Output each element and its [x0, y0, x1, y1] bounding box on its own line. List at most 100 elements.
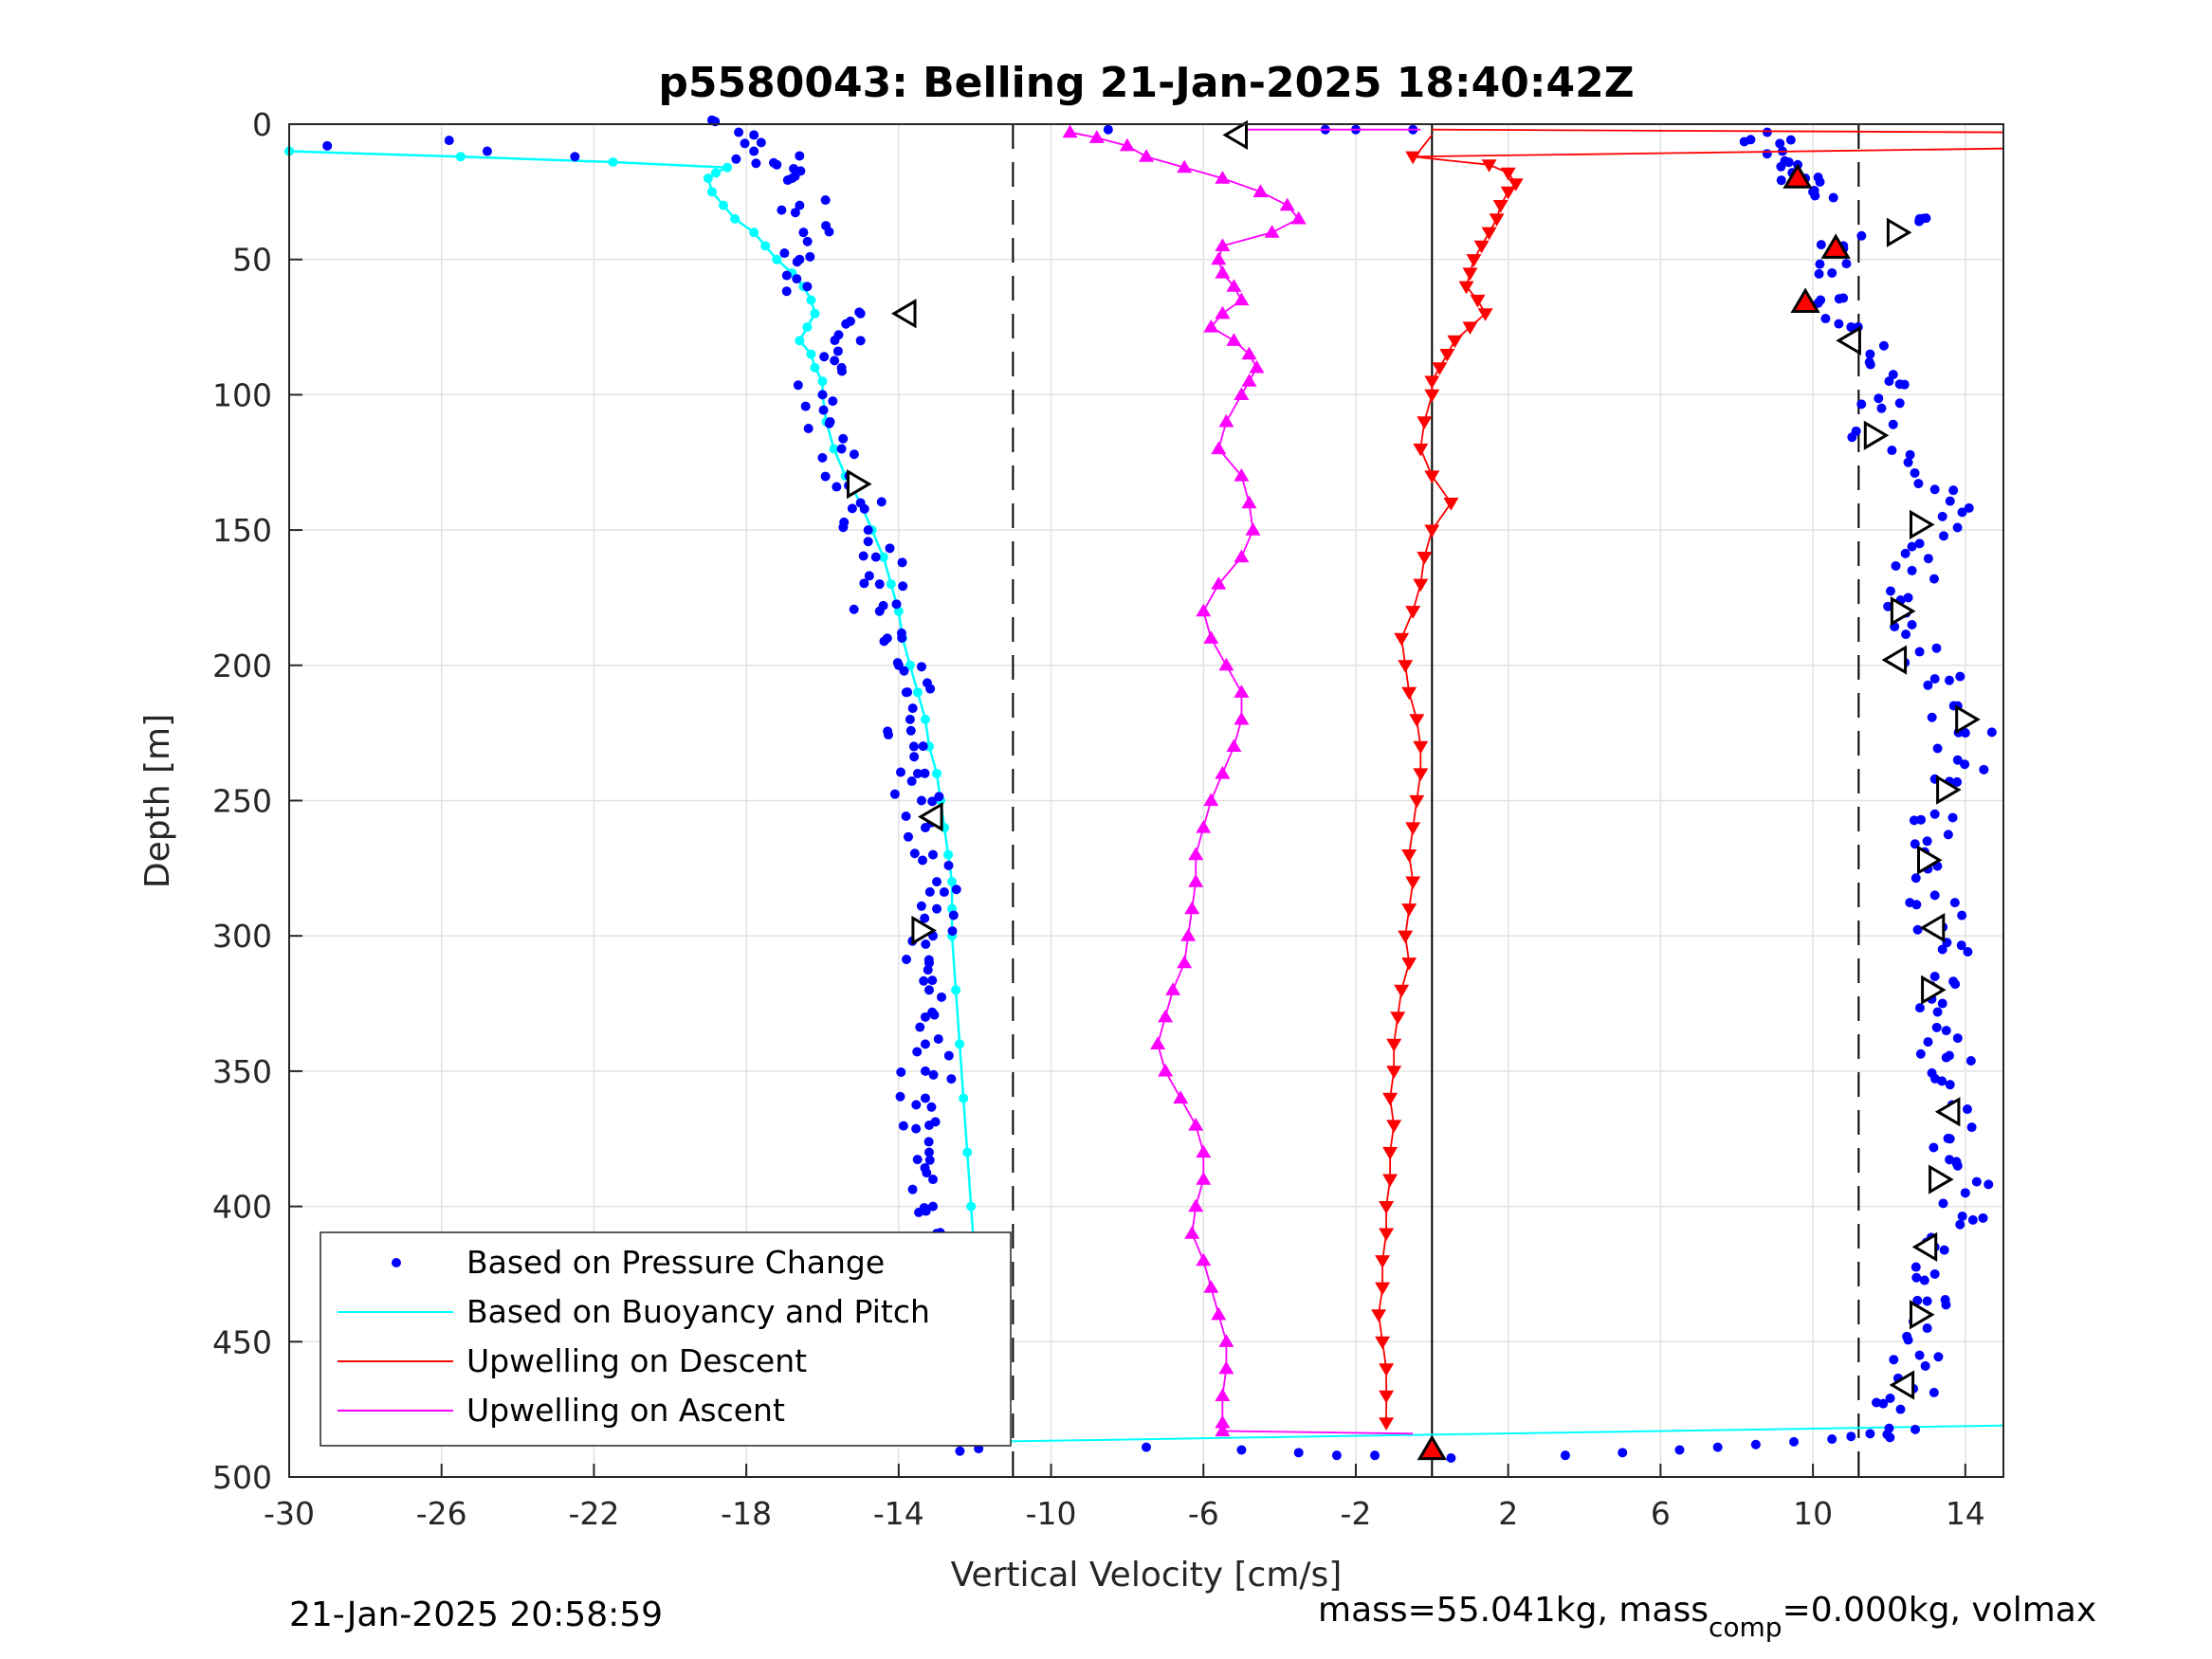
upwelling-ascent-marker	[1196, 1172, 1212, 1185]
pressure-point	[1920, 1360, 1930, 1371]
pressure-point	[1939, 1245, 1949, 1255]
upwelling-descent-marker	[1379, 1390, 1395, 1404]
hollow-triangle-marker	[1921, 975, 1947, 1005]
buoyancy-point	[959, 1093, 969, 1103]
upwelling-descent-marker	[1401, 903, 1417, 917]
pressure-point	[1960, 1188, 1970, 1198]
buoyancy-point	[703, 173, 713, 184]
buoyancy-point	[772, 254, 782, 264]
x-tick-label: 6	[1651, 1495, 1671, 1532]
red-filled-triangle-marker	[1782, 163, 1813, 189]
pressure-point	[838, 522, 849, 533]
pressure-point	[1712, 1442, 1723, 1452]
pressure-point	[781, 270, 792, 281]
pressure-point	[1907, 619, 1917, 629]
upwelling-ascent-marker	[1211, 576, 1227, 590]
pressure-point	[863, 525, 873, 536]
pressure-point	[1922, 836, 1932, 847]
pressure-point	[855, 336, 866, 346]
pressure-point	[1783, 157, 1794, 168]
y-axis-label: Depth [m]	[138, 714, 177, 888]
upwelling-descent-marker	[1401, 686, 1417, 701]
upwelling-descent-marker	[1462, 267, 1478, 281]
pressure-point	[833, 330, 844, 340]
pressure-point	[1910, 1424, 1921, 1434]
pressure-point	[819, 352, 830, 362]
upwelling-descent-marker	[1398, 930, 1414, 944]
legend-label: Upwelling on Ascent	[466, 1392, 785, 1429]
pressure-point	[1957, 507, 1967, 518]
upwelling-ascent-marker	[1215, 1388, 1231, 1401]
footer-timestamp: 21-Jan-2025 20:58:59	[289, 1595, 663, 1634]
pressure-point	[1739, 137, 1749, 147]
pressure-point	[1810, 191, 1820, 201]
pressure-point	[1142, 1442, 1151, 1452]
upwelling-ascent-marker	[1150, 1036, 1166, 1049]
upwelling-ascent-marker	[1196, 1144, 1212, 1158]
upwelling-ascent-marker	[1218, 1360, 1234, 1375]
hollow-triangle-marker	[1863, 420, 1890, 450]
pressure-point	[928, 849, 939, 860]
pressure-point	[1945, 1050, 1955, 1061]
legend-label: Upwelling on Descent	[466, 1342, 807, 1379]
x-tick-label: -18	[721, 1495, 772, 1532]
pressure-point	[1941, 1300, 1951, 1310]
pressure-point	[749, 146, 759, 156]
upwelling-ascent-marker	[1139, 149, 1154, 162]
upwelling-descent-marker	[1375, 1255, 1391, 1268]
upwelling-ascent-marker	[1211, 251, 1227, 265]
pressure-point	[937, 992, 947, 1002]
pressure-point	[800, 401, 811, 411]
pressure-point	[920, 768, 930, 778]
upwelling-descent-marker	[1379, 1417, 1395, 1431]
pressure-point	[1886, 586, 1896, 596]
footer-mass-prefix: mass=55.041kg, mass	[1318, 1591, 1709, 1630]
pressure-point	[1874, 393, 1884, 404]
x-tick-label: -30	[264, 1495, 315, 1532]
pressure-point	[1941, 1026, 1951, 1036]
x-tick-label: 2	[1498, 1495, 1518, 1532]
pressure-point	[1885, 1432, 1895, 1443]
pressure-point	[1370, 1450, 1380, 1461]
x-tick-label: -2	[1341, 1495, 1372, 1532]
buoyancy-point	[806, 349, 816, 359]
red-filled-triangle-marker	[1790, 287, 1820, 313]
pressure-point	[1907, 565, 1917, 575]
upwelling-descent-marker	[1492, 200, 1508, 213]
pressure-point	[870, 552, 881, 562]
pressure-point	[1903, 592, 1913, 603]
pressure-point	[795, 200, 805, 210]
pressure-point	[924, 1155, 935, 1165]
pressure-point	[1938, 1198, 1948, 1209]
footer-mass-subscript: comp	[1709, 1612, 1782, 1643]
pressure-point	[1446, 1453, 1456, 1464]
pressure-point	[1899, 379, 1910, 390]
pressure-point	[1919, 1275, 1929, 1285]
pressure-point	[1883, 601, 1893, 611]
y-tick-label: 350	[212, 1053, 272, 1090]
pressure-point	[943, 860, 954, 870]
buoyancy-point	[455, 152, 466, 162]
pressure-point	[832, 482, 842, 492]
pressure-point	[1865, 349, 1875, 359]
upwelling-descent-marker	[1405, 606, 1421, 619]
upwelling-descent-marker	[1390, 1012, 1406, 1025]
pressure-point	[1933, 1352, 1944, 1362]
pressure-point	[885, 543, 895, 554]
pressure-point	[864, 571, 874, 581]
pressure-point	[821, 221, 832, 231]
upwelling-descent-marker	[1473, 240, 1490, 254]
buoyancy-point	[719, 200, 729, 210]
upwelling-descent-marker	[1409, 714, 1425, 727]
pressure-point	[1932, 1007, 1943, 1017]
pressure-point	[1943, 1133, 1953, 1143]
pressure-point	[934, 792, 944, 802]
upwelling-ascent-marker	[1203, 1280, 1219, 1293]
pressure-point	[845, 316, 855, 326]
pressure-point	[1813, 298, 1823, 308]
upwelling-descent-marker	[1481, 159, 1497, 173]
upwelling-ascent-marker	[1218, 413, 1234, 428]
buoyancy-point	[760, 241, 771, 251]
pressure-point	[1957, 1211, 1967, 1221]
